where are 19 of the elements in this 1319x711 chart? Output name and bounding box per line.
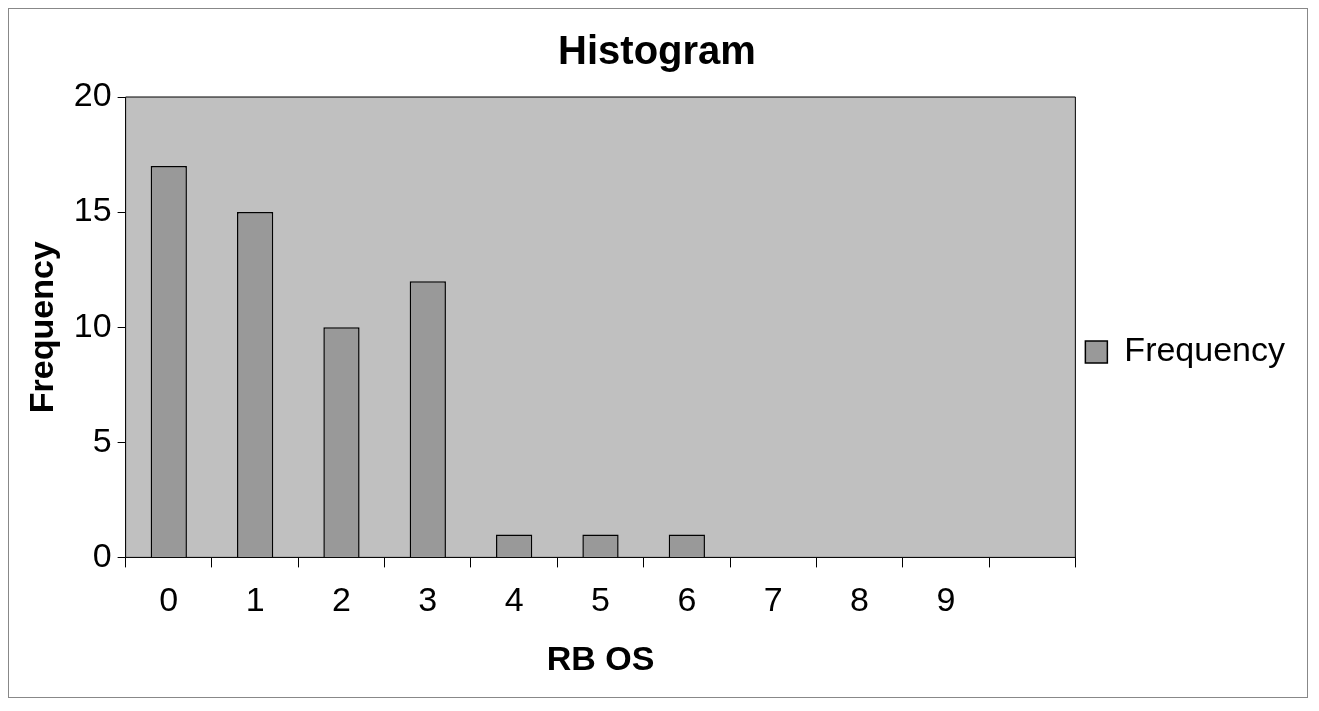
y-tick-label: 0: [92, 535, 112, 574]
y-tick-label: 20: [73, 75, 112, 114]
x-tick-label: 4: [504, 580, 524, 619]
chart-title: Histogram: [558, 28, 756, 73]
x-tick-label: 6: [677, 580, 697, 619]
x-tick-label: 0: [159, 580, 179, 619]
x-tick-label: 2: [332, 580, 351, 619]
x-tick-label: 8: [850, 580, 869, 619]
y-tick-label: 15: [73, 190, 112, 229]
y-tick-label: 10: [73, 305, 112, 344]
x-tick-label: 9: [936, 580, 956, 619]
x-tick-label: 5: [591, 580, 610, 619]
x-tick-label: 7: [763, 580, 783, 619]
y-axis-title: Frequency: [21, 241, 60, 414]
legend-label: Frequency: [1124, 330, 1285, 369]
x-axis-title: RB OS: [546, 638, 655, 677]
y-tick-label: 5: [92, 420, 112, 459]
x-tick-label: 3: [418, 580, 438, 619]
x-tick-label: 1: [245, 580, 265, 619]
